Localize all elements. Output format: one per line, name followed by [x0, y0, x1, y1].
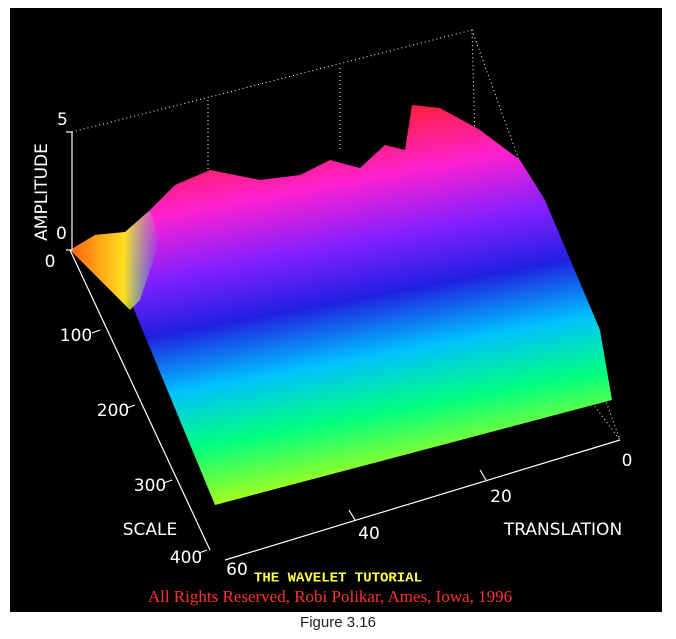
copyright: All Rights Reserved, Robi Polikar, Ames,…	[148, 587, 512, 606]
surface	[70, 105, 612, 505]
banner: THE WAVELET TUTORIAL	[254, 571, 422, 587]
translation-tick-label: 40	[358, 524, 380, 544]
translation-axis-label: TRANSLATION	[503, 520, 622, 540]
scale-tick-label: 100	[60, 326, 92, 346]
translation-tick-label: 0	[622, 451, 633, 471]
caption: Figure 3.16	[300, 614, 376, 631]
scale-tick-label: 200	[97, 401, 129, 421]
surface-edge	[70, 210, 160, 310]
scale-tick-label: 300	[134, 476, 166, 496]
z-tick-label: 5	[57, 110, 68, 130]
z-tick-label: 0	[56, 224, 67, 244]
z-axis-label: AMPLITUDE	[32, 143, 52, 241]
box-lines	[71, 29, 621, 441]
scale-tick-label: 400	[170, 548, 202, 568]
scale-tick-label: 0	[45, 252, 56, 272]
translation-tick-label: 20	[490, 487, 512, 507]
translation-tick-label: 60	[226, 560, 248, 580]
scale-axis-label: SCALE	[123, 520, 178, 540]
axes	[66, 131, 621, 561]
figure: 5 0 AMPLITUDE 0 100 200 300 400 SCALE 0 …	[10, 8, 662, 612]
